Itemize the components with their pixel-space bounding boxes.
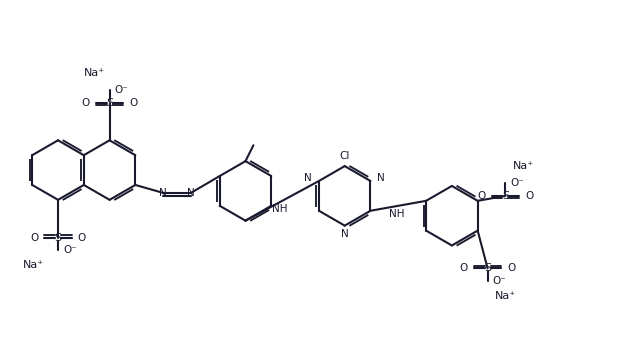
Text: O⁻: O⁻ [114, 85, 128, 95]
Text: NH: NH [389, 209, 404, 219]
Text: O: O [129, 98, 137, 108]
Text: O: O [30, 233, 38, 242]
Text: N: N [187, 188, 195, 198]
Text: Na⁺: Na⁺ [22, 260, 44, 270]
Text: N: N [159, 188, 167, 198]
Text: S: S [502, 191, 509, 201]
Text: S: S [55, 233, 62, 242]
Text: N: N [378, 173, 385, 183]
Text: N: N [304, 173, 312, 183]
Text: O⁻: O⁻ [511, 178, 524, 188]
Text: O: O [78, 233, 86, 242]
Text: Na⁺: Na⁺ [84, 68, 105, 78]
Text: O: O [526, 191, 534, 201]
Text: O⁻: O⁻ [493, 276, 506, 286]
Text: Na⁺: Na⁺ [513, 161, 534, 171]
Text: Na⁺: Na⁺ [495, 291, 516, 301]
Text: O: O [460, 263, 468, 273]
Text: S: S [106, 98, 113, 108]
Text: S: S [484, 263, 491, 273]
Text: NH: NH [272, 204, 288, 214]
Text: O⁻: O⁻ [63, 246, 77, 256]
Text: O: O [508, 263, 516, 273]
Text: O: O [477, 191, 486, 201]
Text: O: O [81, 98, 90, 108]
Text: Cl: Cl [340, 151, 350, 161]
Text: N: N [341, 228, 348, 238]
